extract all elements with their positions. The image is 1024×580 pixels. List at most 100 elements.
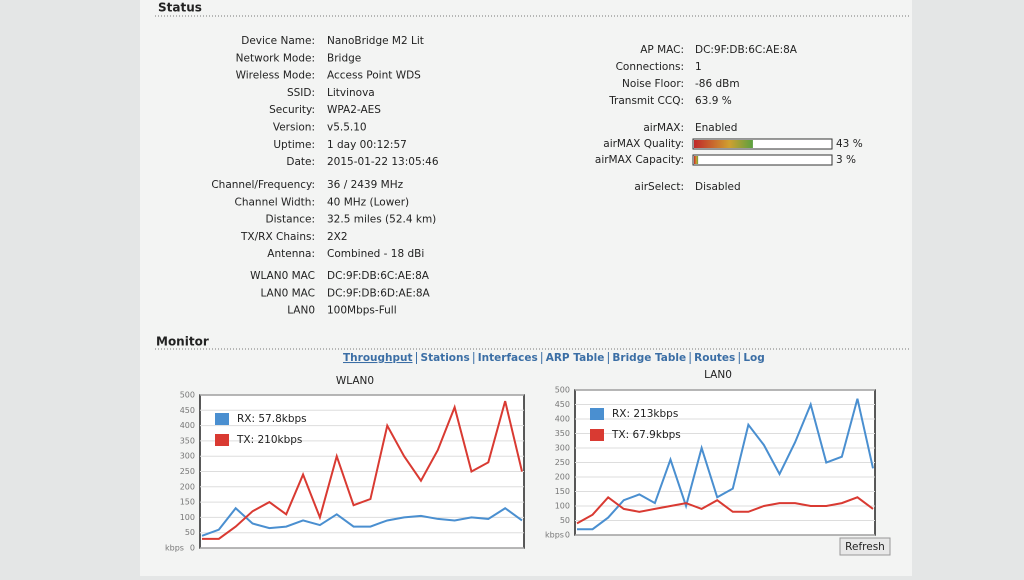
y-tick-label: 500 (180, 391, 195, 400)
field-value: Access Point WDS (327, 70, 421, 82)
refresh-button[interactable] (839, 537, 891, 556)
legend-label: RX: 57.8kbps (237, 413, 307, 425)
field-value: 100Mbps-Full (327, 305, 397, 317)
field-value: Enabled (695, 122, 737, 134)
tab-link[interactable]: Throughput (343, 352, 413, 364)
meter-frame (692, 138, 833, 150)
y-tick-label: 300 (180, 452, 195, 461)
legend-swatch (215, 434, 229, 446)
field-value: Bridge (327, 52, 361, 64)
monitor-title: Monitor (156, 335, 209, 349)
tab-link[interactable]: Routes (694, 352, 735, 364)
field-label: TX/RX Chains: (240, 231, 315, 243)
field-label: Security: (269, 104, 315, 116)
y-tick-label: 300 (555, 444, 570, 453)
field-label: airMAX: (643, 122, 684, 134)
refresh-label[interactable]: Refresh (845, 541, 885, 553)
field-value: DC:9F:DB:6C:AE:8A (327, 270, 430, 282)
y-tick-label: 400 (180, 421, 195, 430)
series-line (577, 398, 874, 531)
tab-link[interactable]: Bridge Table (612, 352, 686, 364)
y-tick-label: 450 (180, 406, 195, 415)
field-label: airSelect: (634, 181, 684, 193)
field-value: WPA2-AES (327, 104, 381, 116)
field-label: Channel/Frequency: (211, 179, 315, 191)
field-label: LAN0 (287, 305, 315, 317)
field-label: SSID: (287, 87, 315, 99)
field-label: Wireless Mode: (236, 70, 315, 82)
y-tick-label: 150 (555, 487, 570, 496)
field-value: 36 / 2439 MHz (327, 179, 404, 191)
field-value: Litvinova (327, 87, 375, 99)
y-axis-label: kbps (165, 544, 184, 553)
chart-title: WLAN0 (336, 375, 374, 387)
field-value: v5.5.10 (327, 122, 367, 134)
field-label: Antenna: (267, 248, 315, 260)
y-tick-label: 0 (565, 531, 570, 540)
y-tick-label: 400 (555, 415, 570, 424)
field-label: Distance: (266, 214, 315, 226)
field-value: 63.9 % (695, 95, 732, 107)
field-value: 1 (695, 61, 702, 73)
y-tick-label: 450 (555, 400, 570, 409)
tab-link[interactable]: Log (743, 352, 764, 364)
field-label: Date: (286, 156, 315, 168)
field-value: Combined - 18 dBi (327, 248, 424, 260)
legend-swatch (590, 408, 604, 420)
y-tick-label: 150 (180, 498, 195, 507)
field-label: AP MAC: (640, 44, 684, 56)
field-label: Version: (273, 122, 315, 134)
field-label: Network Mode: (236, 52, 315, 64)
tab-link[interactable]: Stations (421, 352, 470, 364)
tab-link[interactable]: ARP Table (546, 352, 605, 364)
status-title: Status (158, 1, 202, 15)
y-tick-label: 350 (555, 429, 570, 438)
field-value: 1 day 00:12:57 (327, 139, 407, 151)
field-value: DC:9F:DB:6C:AE:8A (695, 44, 798, 56)
field-value: DC:9F:DB:6D:AE:8A (327, 287, 431, 299)
field-label: Device Name: (241, 35, 315, 47)
meter-value: 3 % (836, 154, 856, 166)
y-tick-label: 500 (555, 386, 570, 395)
y-tick-label: 100 (180, 513, 195, 522)
legend-swatch (215, 413, 229, 425)
field-value: 2015-01-22 13:05:46 (327, 156, 439, 168)
field-label: WLAN0 MAC (250, 270, 315, 282)
field-label: Uptime: (273, 139, 315, 151)
tab-link[interactable]: Interfaces (478, 352, 538, 364)
field-label: Channel Width: (235, 196, 316, 208)
series-line (202, 400, 523, 540)
field-value: 2X2 (327, 231, 348, 243)
y-tick-label: 50 (185, 528, 195, 537)
y-tick-label: 200 (180, 482, 195, 491)
field-label: Noise Floor: (622, 78, 684, 90)
legend-swatch (590, 429, 604, 441)
meter-bar (694, 156, 699, 164)
legend-label: TX: 67.9kbps (611, 429, 681, 441)
legend-label: RX: 213kbps (612, 408, 678, 420)
field-label: LAN0 MAC (260, 287, 315, 299)
series-line (201, 506, 523, 537)
field-value: -86 dBm (695, 78, 740, 90)
field-value: 32.5 miles (52.4 km) (327, 214, 436, 226)
y-tick-label: 50 (560, 516, 570, 525)
field-value: 40 MHz (Lower) (327, 196, 409, 208)
y-tick-label: 250 (180, 467, 195, 476)
field-label: Transmit CCQ: (608, 95, 684, 107)
meter-label: airMAX Quality: (603, 138, 684, 150)
chart-title: LAN0 (704, 369, 732, 381)
field-label: Connections: (616, 61, 684, 73)
y-tick-label: 250 (555, 458, 570, 467)
y-tick-label: 350 (180, 436, 195, 445)
y-tick-label: 200 (555, 473, 570, 482)
y-tick-label: 0 (190, 544, 195, 553)
field-value: NanoBridge M2 Lit (327, 35, 424, 47)
meter-value: 43 % (836, 138, 863, 150)
legend-label: TX: 210kbps (236, 434, 302, 446)
series-line (576, 495, 874, 525)
meter-frame (692, 154, 833, 166)
y-tick-label: 100 (555, 502, 570, 511)
meter-label: airMAX Capacity: (595, 154, 684, 166)
y-axis-label: kbps (545, 531, 564, 540)
